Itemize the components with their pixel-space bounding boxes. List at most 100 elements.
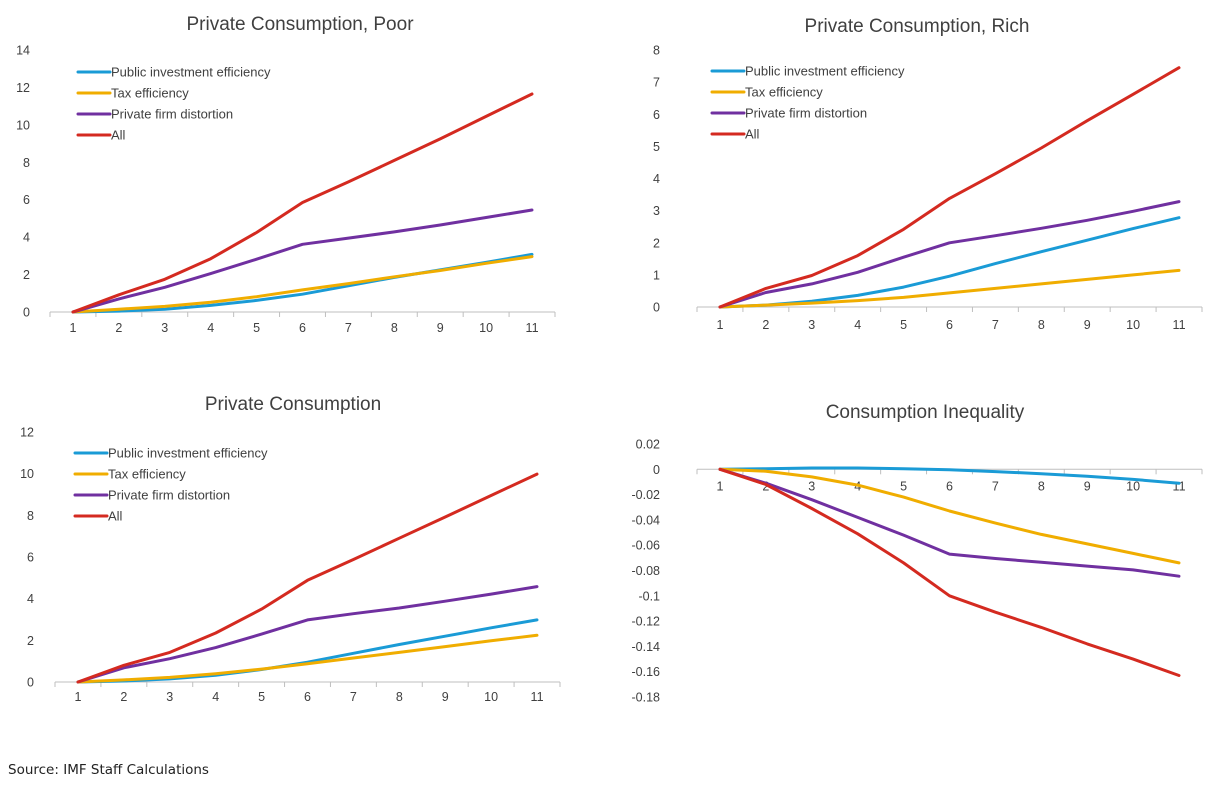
y-tick-label: 8 xyxy=(23,156,30,170)
x-tick-label: 10 xyxy=(479,321,493,335)
x-tick-label: 5 xyxy=(258,690,265,704)
chart-private-consumption: Private Consumption 0 2 4 6 8 10 12 1 2 3 4 5 6 7 8 9 10 1… xyxy=(0,385,600,715)
x-tick-label: 2 xyxy=(762,479,769,493)
x-tick-label: 4 xyxy=(212,690,219,704)
x-tick-label: 8 xyxy=(396,690,403,704)
x-tick-label: 9 xyxy=(1084,318,1091,332)
legend-label-private-firm-distortion: Private firm distortion xyxy=(111,107,233,122)
y-tick-label: 3 xyxy=(653,204,660,218)
x-tick-label: 6 xyxy=(946,479,953,493)
x-tick-label: 3 xyxy=(166,690,173,704)
series-line-private-firm-distortion xyxy=(76,585,539,684)
y-tick-label: 6 xyxy=(23,193,30,207)
series-line-public-investment-efficiency xyxy=(76,618,539,684)
y-tick-label: -0.06 xyxy=(632,539,661,553)
y-tick-label: 0.02 xyxy=(636,438,660,452)
legend-label-private-firm-distortion: Private firm distortion xyxy=(745,106,867,121)
x-tick-label: 11 xyxy=(526,321,539,335)
x-tick-label: 9 xyxy=(1084,479,1091,493)
y-tick-label: 2 xyxy=(23,268,30,282)
y-tick-label: 10 xyxy=(16,118,30,132)
y-tick-label: -0.08 xyxy=(632,564,661,578)
y-tick-label: -0.1 xyxy=(638,589,660,603)
y-tick-label: 5 xyxy=(653,140,660,154)
x-tick-label: 7 xyxy=(992,479,999,493)
legend-label-all: All xyxy=(111,128,126,143)
x-tick-label: 4 xyxy=(854,318,861,332)
x-tick-label: 9 xyxy=(442,690,449,704)
legend-label-all: All xyxy=(108,509,123,524)
y-tick-label: 12 xyxy=(16,81,30,95)
y-tick-label: 2 xyxy=(27,634,34,648)
y-tick-label: -0.12 xyxy=(632,615,661,629)
legend-label-all: All xyxy=(745,127,760,142)
legend-label-public-investment-efficiency: Public investment efficiency xyxy=(111,65,271,80)
legend-label-tax-efficiency: Tax efficiency xyxy=(745,85,823,100)
x-tick-label: 5 xyxy=(900,479,907,493)
x-tick-label: 7 xyxy=(350,690,357,704)
x-tick-label: 11 xyxy=(1173,318,1186,332)
y-tick-label: 4 xyxy=(27,592,34,606)
chart-title: Private Consumption, Rich xyxy=(805,16,1030,37)
y-tick-label: 4 xyxy=(653,172,660,186)
series-line-tax-efficiency xyxy=(71,255,534,314)
legend-label-public-investment-efficiency: Public investment efficiency xyxy=(108,446,268,461)
y-tick-label: -0.18 xyxy=(632,691,661,705)
chart-title: Consumption Inequality xyxy=(826,402,1025,423)
y-tick-label: 8 xyxy=(653,44,660,58)
x-tick-label: 9 xyxy=(437,321,444,335)
x-tick-label: 7 xyxy=(992,318,999,332)
y-tick-label: 0 xyxy=(27,676,34,690)
x-tick-label: 2 xyxy=(115,321,122,335)
y-tick-label: 6 xyxy=(653,108,660,122)
chart-private-consumption-rich: Private Consumption, Rich 0 1 2 3 4 5 6 7 8 1 2 3 4 5 6… xyxy=(612,0,1217,345)
y-tick-label: 12 xyxy=(20,426,34,440)
x-tick-label: 11 xyxy=(531,690,544,704)
y-tick-label: 7 xyxy=(653,76,660,90)
legend-label-tax-efficiency: Tax efficiency xyxy=(108,467,186,482)
x-tick-label: 10 xyxy=(1126,318,1140,332)
x-tick-label: 8 xyxy=(1038,479,1045,493)
chart-svg-consumption-inequality: Consumption Inequality-0.18-0.16-0.14-0.… xyxy=(632,402,1203,705)
y-tick-label: -0.04 xyxy=(632,513,661,527)
y-tick-label: -0.14 xyxy=(632,640,661,654)
y-tick-label: 8 xyxy=(27,509,34,523)
chart-consumption-inequality: Consumption Inequality -0.18 -0.16 -0.14 -0.… xyxy=(612,385,1217,715)
series-line-private-firm-distortion xyxy=(718,467,1181,578)
x-tick-label: 4 xyxy=(207,321,214,335)
chart-svg-private-consumption-rich: Private Consumption, Rich 0 1 2 3 4 5 6 7 8 1 2 3 4 5 6… xyxy=(653,16,1203,332)
series-line-tax-efficiency xyxy=(718,467,1181,565)
y-tick-label: 2 xyxy=(653,236,660,250)
x-tick-label: 5 xyxy=(253,321,260,335)
x-tick-label: 1 xyxy=(74,690,81,704)
legend-label-public-investment-efficiency: Public investment efficiency xyxy=(745,64,905,79)
x-tick-label: 6 xyxy=(946,318,953,332)
series-line-public-investment-efficiency xyxy=(71,252,534,314)
series-line-private-firm-distortion xyxy=(718,200,1181,309)
y-tick-label: 6 xyxy=(27,551,34,565)
y-tick-label: -0.02 xyxy=(632,488,661,502)
y-tick-label: -0.16 xyxy=(632,665,661,679)
x-tick-label: 1 xyxy=(716,318,723,332)
x-tick-label: 3 xyxy=(808,318,815,332)
series-line-all xyxy=(718,467,1181,677)
y-tick-label: 1 xyxy=(653,268,660,282)
y-tick-label: 0 xyxy=(23,306,30,320)
x-tick-label: 8 xyxy=(1038,318,1045,332)
x-tick-label: 8 xyxy=(391,321,398,335)
x-tick-label: 3 xyxy=(161,321,168,335)
x-tick-label: 2 xyxy=(120,690,127,704)
x-tick-label: 1 xyxy=(69,321,76,335)
y-tick-label: 0 xyxy=(653,463,660,477)
chart-title: Private Consumption xyxy=(205,394,381,415)
series-line-all xyxy=(718,66,1181,309)
x-tick-label: 3 xyxy=(808,479,815,493)
x-tick-label: 10 xyxy=(1126,479,1140,493)
chart-title: Private Consumption, Poor xyxy=(186,14,414,35)
y-tick-label: 0 xyxy=(653,301,660,315)
series-line-public-investment-efficiency xyxy=(718,466,1181,485)
x-tick-label: 5 xyxy=(900,318,907,332)
legend-label-tax-efficiency: Tax efficiency xyxy=(111,86,189,101)
x-tick-label: 2 xyxy=(762,318,769,332)
